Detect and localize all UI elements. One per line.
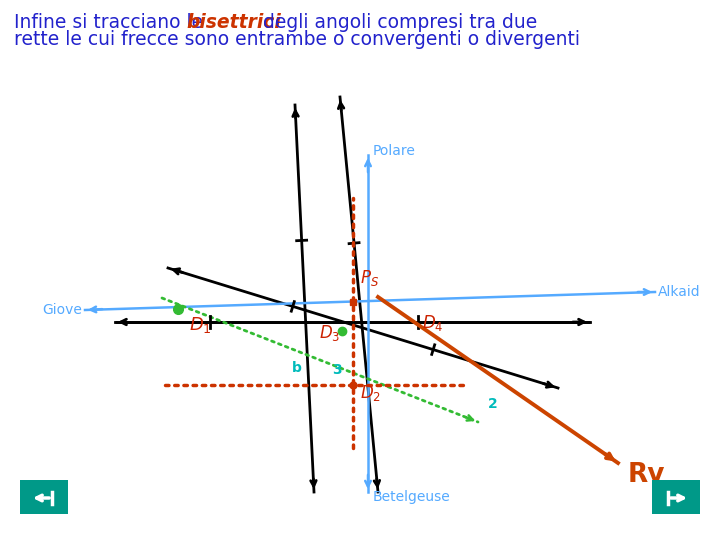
Text: b: b: [292, 361, 302, 375]
Text: Giove: Giove: [42, 303, 82, 317]
Text: 2: 2: [488, 397, 498, 411]
Text: Infine si tracciano le: Infine si tracciano le: [14, 13, 209, 32]
Text: $D_4$: $D_4$: [422, 313, 444, 333]
Text: $D_3$: $D_3$: [319, 323, 340, 343]
Text: Alkaid: Alkaid: [658, 285, 701, 299]
Text: Rv: Rv: [628, 462, 665, 488]
Text: bisettrici: bisettrici: [186, 13, 281, 32]
Bar: [20, 480, 68, 514]
Text: $P_S$: $P_S$: [360, 268, 379, 288]
Text: degli angoli compresi tra due: degli angoli compresi tra due: [257, 13, 537, 32]
Text: rette le cui frecce sono entrambe o convergenti o divergenti: rette le cui frecce sono entrambe o conv…: [14, 30, 580, 49]
Text: Betelgeuse: Betelgeuse: [373, 490, 451, 504]
Text: $D_1$: $D_1$: [189, 315, 212, 335]
Text: $D_2$: $D_2$: [360, 383, 381, 403]
Bar: [652, 480, 700, 514]
Text: 3: 3: [332, 363, 341, 377]
Text: Polare: Polare: [373, 144, 416, 158]
